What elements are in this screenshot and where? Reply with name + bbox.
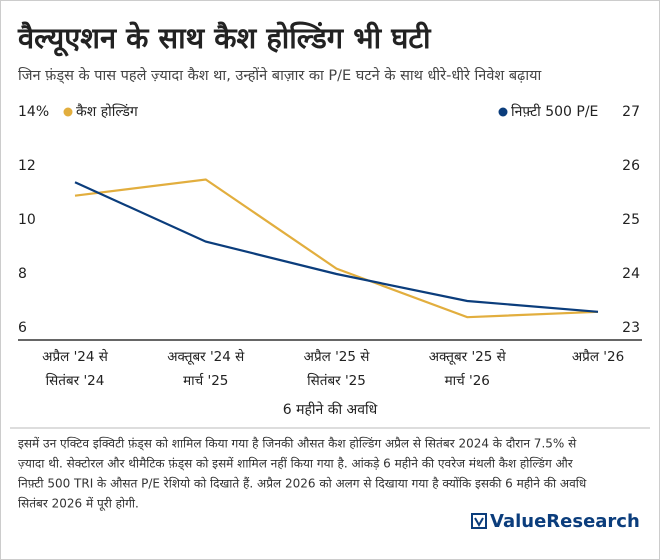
x-tick-label: अप्रैल '26	[572, 348, 624, 365]
y-tick-label: 10	[18, 212, 36, 228]
x-tick-label: मार्च '25	[183, 372, 228, 389]
legend-label: कैश होल्डिंग	[76, 103, 139, 120]
logo-check	[474, 517, 484, 528]
y-tick-label: 8	[18, 266, 27, 282]
legend-label: निफ़्टी 500 P/E	[511, 103, 598, 120]
y-tick-label: 6	[18, 320, 27, 336]
y2-tick-label: 26	[622, 158, 640, 174]
y2-tick-label: 24	[622, 266, 640, 282]
x-tick-label: सितंबर '24	[46, 372, 105, 389]
x-tick-label: अक्तूबर '25 से	[429, 348, 507, 365]
series-line	[74, 178, 599, 319]
series-line	[74, 181, 599, 313]
y2-tick-label: 23	[622, 320, 640, 336]
logo-icon	[471, 513, 487, 529]
footnote: सितंबर 2026 में पूरी होगी.	[18, 497, 139, 512]
legend-marker	[63, 107, 73, 117]
x-tick-label: अप्रैल '24 से	[42, 348, 109, 365]
y2-tick-label: 27	[622, 104, 640, 120]
chart-title: वैल्यूएशन के साथ कैश होल्डिंग भी घटी	[17, 21, 432, 57]
brand: ValueResearch	[490, 511, 640, 532]
footnote: ज़्यादा थी. सेक्टोरल और थीमैटिक फ़ंड्स क…	[18, 457, 574, 472]
brand-logo: ValueResearch	[471, 511, 640, 532]
footnote: इसमें उन एक्टिव इक्विटी फ़ंड्स को शामिल …	[18, 437, 577, 452]
x-tick-label: अक्तूबर '24 से	[167, 348, 245, 365]
y-tick-label: 12	[18, 158, 36, 174]
y2-tick-label: 25	[622, 212, 640, 228]
x-tick-label: अप्रैल '25 से	[304, 348, 371, 365]
x-axis-label: 6 महीने की अवधि	[283, 401, 378, 418]
footnote: निफ़्टी 500 TRI के औसत P/E रेशियो को दिख…	[18, 477, 587, 491]
x-tick-label: सितंबर '25	[307, 372, 366, 389]
y-tick-label: 14%	[18, 104, 49, 120]
subtitle: जिन फ़ंड्स के पास पहले ज़्यादा कैश था, उ…	[18, 67, 541, 84]
x-tick-label: मार्च '26	[445, 372, 490, 389]
legend-marker	[498, 107, 508, 117]
